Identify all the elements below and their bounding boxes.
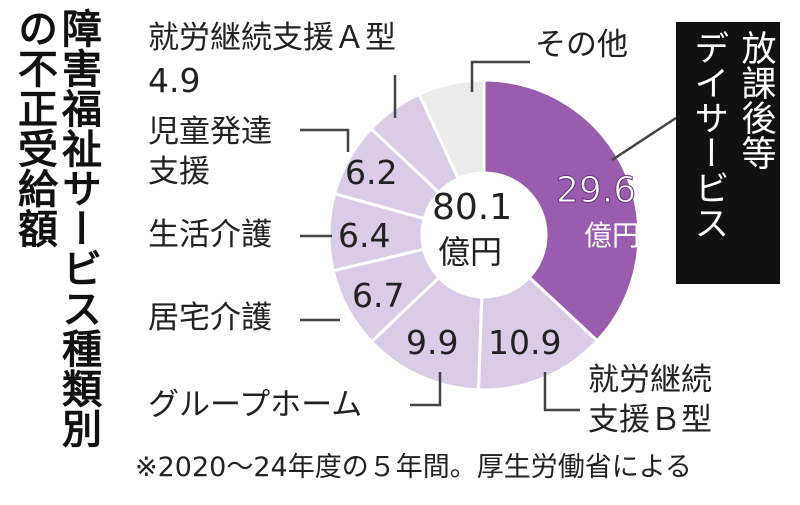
donut-segment bbox=[327, 192, 427, 273]
category-label: 児童発達 支援 bbox=[148, 114, 272, 191]
donut-segment bbox=[368, 92, 461, 195]
leader-line bbox=[543, 372, 580, 412]
donut-segment bbox=[369, 275, 484, 392]
category-label: 就労継続 支援Ｂ型 bbox=[588, 362, 712, 439]
value-label: 6.7 bbox=[352, 276, 405, 315]
leader-line bbox=[300, 128, 350, 152]
center-value: 80.1 bbox=[432, 187, 513, 228]
category-label: 放課後等 デイサービス bbox=[688, 30, 776, 240]
donut-segment bbox=[332, 126, 441, 221]
donut-segment bbox=[476, 275, 600, 392]
category-label: 就労継続支援Ａ型 bbox=[148, 20, 396, 56]
leader-lines bbox=[300, 60, 677, 412]
value-label: 6.4 bbox=[338, 216, 391, 255]
category-label: 生活介護 bbox=[148, 217, 272, 253]
chart-title: 障害福祉サービス種類別の不正受給額 bbox=[11, 8, 101, 448]
category-label: その他 bbox=[535, 27, 628, 63]
value-label: 10.9 bbox=[488, 323, 562, 362]
leader-line bbox=[410, 372, 442, 407]
note: ※2020〜24年度の５年間。厚生労働省による bbox=[135, 452, 692, 483]
category-label: 居宅介護 bbox=[148, 300, 272, 336]
center-unit: 億円 bbox=[438, 233, 503, 271]
leader-line bbox=[611, 116, 677, 162]
category-label: グループホーム bbox=[148, 387, 363, 423]
label-box bbox=[676, 22, 780, 284]
leader-line bbox=[470, 60, 530, 92]
value-unit: 億円 bbox=[584, 219, 641, 252]
value-label: 9.9 bbox=[406, 323, 459, 362]
value-label: 4.9 bbox=[148, 61, 201, 100]
value-label: 6.2 bbox=[345, 153, 398, 192]
value-label: 29.6 bbox=[555, 170, 637, 212]
donut-segment bbox=[331, 247, 442, 344]
donut-segment bbox=[482, 78, 641, 343]
